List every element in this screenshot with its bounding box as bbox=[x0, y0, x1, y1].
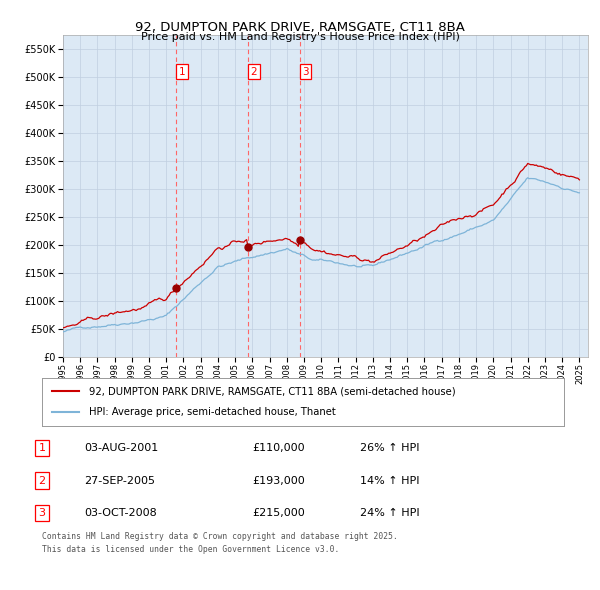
Text: 2: 2 bbox=[38, 476, 46, 486]
Text: Contains HM Land Registry data © Crown copyright and database right 2025.: Contains HM Land Registry data © Crown c… bbox=[42, 532, 398, 541]
Text: This data is licensed under the Open Government Licence v3.0.: This data is licensed under the Open Gov… bbox=[42, 545, 340, 554]
Text: 03-OCT-2008: 03-OCT-2008 bbox=[84, 508, 157, 518]
Text: 1: 1 bbox=[179, 67, 185, 77]
Text: 3: 3 bbox=[38, 508, 46, 518]
Text: 14% ↑ HPI: 14% ↑ HPI bbox=[360, 476, 419, 486]
Text: 2: 2 bbox=[250, 67, 257, 77]
Text: 92, DUMPTON PARK DRIVE, RAMSGATE, CT11 8BA: 92, DUMPTON PARK DRIVE, RAMSGATE, CT11 8… bbox=[135, 21, 465, 34]
Text: Price paid vs. HM Land Registry's House Price Index (HPI): Price paid vs. HM Land Registry's House … bbox=[140, 32, 460, 42]
Text: £215,000: £215,000 bbox=[252, 508, 305, 518]
Text: 3: 3 bbox=[302, 67, 309, 77]
Text: 24% ↑ HPI: 24% ↑ HPI bbox=[360, 508, 419, 518]
Text: 27-SEP-2005: 27-SEP-2005 bbox=[84, 476, 155, 486]
Text: 26% ↑ HPI: 26% ↑ HPI bbox=[360, 443, 419, 453]
Text: 92, DUMPTON PARK DRIVE, RAMSGATE, CT11 8BA (semi-detached house): 92, DUMPTON PARK DRIVE, RAMSGATE, CT11 8… bbox=[89, 386, 455, 396]
Text: 1: 1 bbox=[38, 443, 46, 453]
Text: 03-AUG-2001: 03-AUG-2001 bbox=[84, 443, 158, 453]
Text: £193,000: £193,000 bbox=[252, 476, 305, 486]
Text: HPI: Average price, semi-detached house, Thanet: HPI: Average price, semi-detached house,… bbox=[89, 408, 336, 418]
Text: £110,000: £110,000 bbox=[252, 443, 305, 453]
